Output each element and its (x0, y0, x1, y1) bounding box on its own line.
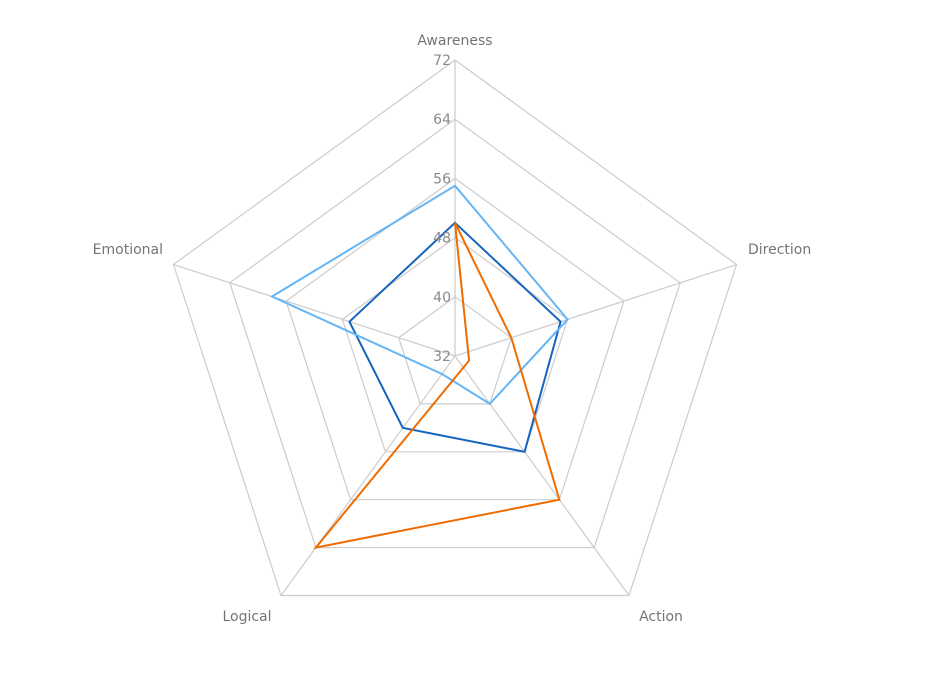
axis-labels: Awareness Direction Action Logical Emotional (93, 33, 812, 625)
tick-label-72: 72 (433, 53, 451, 69)
series-1-line (348, 221, 562, 453)
grid-ring-64 (229, 118, 681, 549)
tick-label-40: 40 (433, 290, 451, 306)
grid-ring-40 (397, 296, 513, 405)
grid (172, 59, 738, 597)
tick-label-48: 48 (433, 231, 451, 247)
grid-ring-48 (341, 236, 569, 453)
series-3-line (313, 222, 561, 550)
axis-label-direction: Direction (748, 242, 811, 258)
spoke-logical (280, 355, 456, 596)
grid-ring-72 (172, 59, 738, 597)
axis-label-action: Action (639, 609, 683, 625)
axis-label-logical: Logical (222, 609, 271, 625)
tick-label-64: 64 (433, 112, 451, 128)
spoke-direction (454, 263, 737, 357)
axis-label-emotional: Emotional (93, 242, 163, 258)
spoke-emotional (173, 263, 456, 357)
tick-label-56: 56 (433, 171, 451, 187)
grid-ring-56 (285, 177, 625, 501)
tick-label-32: 32 (433, 349, 451, 365)
spoke-action (454, 355, 630, 596)
radial-tick-labels: 32 40 48 56 64 72 (433, 53, 451, 365)
series-2-line (269, 184, 569, 406)
series-lines (269, 184, 569, 550)
axis-label-awareness: Awareness (417, 33, 492, 49)
